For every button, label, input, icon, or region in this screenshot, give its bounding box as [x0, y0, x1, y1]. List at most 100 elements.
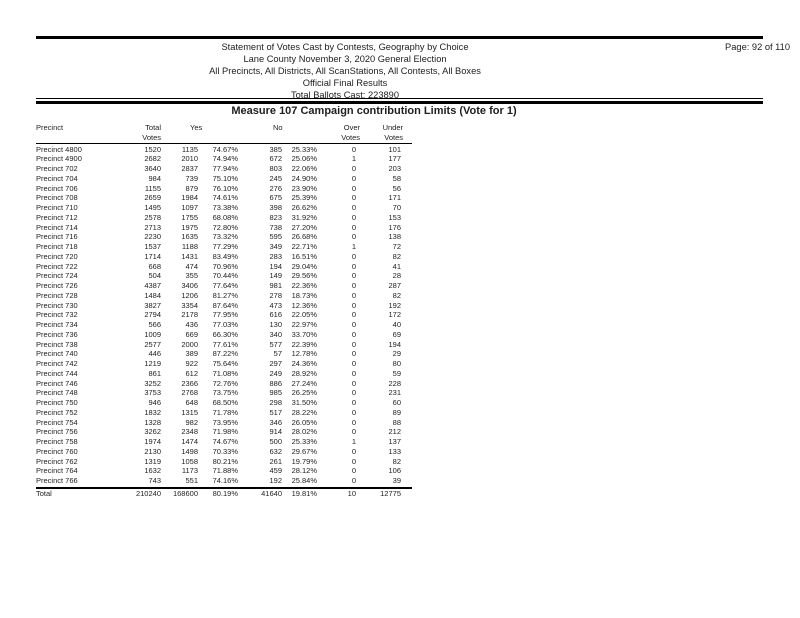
cell-no-pct: 22.71% — [291, 242, 317, 251]
cell-over-votes: 1 — [351, 242, 356, 251]
cell-yes-pct: 73.95% — [212, 417, 238, 427]
cell-total-votes: 1219 — [144, 359, 161, 368]
table-row: Precinct 740 446 389 87.22% 57 12.78% 0 29 — [36, 349, 412, 359]
cell-under-votes: 176 — [388, 222, 401, 232]
table-row: Precinct 726 4387 3406 77.64% 981 22.36% 0 287 — [36, 281, 412, 291]
cell-total-no: 41640 — [261, 489, 282, 498]
cell-yes-pct: 75.64% — [212, 359, 238, 368]
cell-no: 616 — [269, 310, 282, 320]
cell-over-votes: 0 — [351, 290, 356, 300]
cell-yes-pct: 72.76% — [212, 378, 238, 388]
cell-precinct: Precinct 710 — [36, 203, 78, 212]
cell-under-votes: 88 — [392, 417, 401, 427]
cell-no-pct: 24.36% — [291, 359, 317, 368]
cell-yes: 2178 — [181, 310, 198, 320]
cell-yes-pct: 77.03% — [212, 320, 238, 329]
table-row: Precinct 738 2577 2000 77.61% 577 22.39% 0 194 — [36, 340, 412, 350]
cell-over-votes: 0 — [351, 407, 356, 417]
cell-no: 283 — [269, 251, 282, 261]
cell-total-votes: 861 — [148, 368, 161, 378]
cell-yes: 2010 — [181, 154, 198, 164]
cell-yes: 982 — [185, 417, 198, 427]
cell-total-votes: 446 — [148, 349, 161, 359]
table-row: Precinct 732 2794 2178 77.95% 616 22.05% 0 172 — [36, 310, 412, 320]
cell-total-votes: 2794 — [144, 310, 161, 320]
cell-over-votes: 0 — [351, 329, 356, 339]
cell-precinct: Precinct 714 — [36, 222, 78, 232]
cell-yes: 355 — [185, 271, 198, 281]
cell-total-votes: 1009 — [144, 329, 161, 339]
cell-precinct: Precinct 720 — [36, 251, 78, 261]
cell-no-pct: 18.73% — [291, 290, 317, 300]
cell-precinct: Precinct 712 — [36, 212, 78, 222]
cell-under-votes: 133 — [388, 446, 401, 456]
cell-yes: 1058 — [181, 456, 198, 466]
cell-precinct: Precinct 738 — [36, 339, 78, 349]
cell-no: 981 — [269, 281, 282, 290]
cell-yes-pct: 77.95% — [212, 310, 238, 320]
cell-yes: 2837 — [181, 164, 198, 173]
cell-no-pct: 22.36% — [291, 281, 317, 290]
column-header-no: No — [273, 123, 283, 132]
top-rule — [36, 36, 763, 39]
cell-no-pct: 16.51% — [291, 251, 317, 261]
cell-yes-pct: 80.21% — [212, 456, 238, 466]
cell-total-votes: 1520 — [144, 144, 161, 154]
table-rows: Precinct 4800 1520 1135 74.67% 385 25.33% 0 101… — [36, 145, 412, 486]
cell-precinct: Precinct 708 — [36, 193, 78, 203]
cell-over-votes: 0 — [351, 456, 356, 466]
cell-over-votes: 0 — [351, 193, 356, 203]
cell-yes-pct: 74.67% — [212, 144, 238, 154]
cell-total-votes: 1714 — [144, 251, 161, 261]
cell-over-votes: 0 — [351, 261, 356, 271]
cell-no: 249 — [269, 368, 282, 378]
cell-yes: 2366 — [181, 378, 198, 388]
cell-total-no-pct: 19.81% — [291, 489, 317, 498]
cell-under-votes: 70 — [392, 203, 401, 212]
cell-over-votes: 0 — [351, 368, 356, 378]
cell-total-votes: 668 — [148, 261, 161, 271]
cell-yes-pct: 87.22% — [212, 349, 238, 359]
cell-yes: 1984 — [181, 193, 198, 203]
cell-no: 985 — [269, 388, 282, 398]
cell-total-votes: 1832 — [144, 407, 161, 417]
cell-over-votes: 0 — [351, 300, 356, 310]
cell-yes-pct: 71.88% — [212, 466, 238, 476]
column-header-total-votes: Total Votes — [142, 123, 161, 142]
cell-yes-pct: 77.64% — [212, 281, 238, 290]
cell-yes: 3406 — [181, 281, 198, 290]
cell-under-votes: 194 — [388, 339, 401, 349]
cell-under-votes: 69 — [392, 329, 401, 339]
cell-yes-pct: 87.64% — [212, 300, 238, 310]
cell-no: 473 — [269, 300, 282, 310]
table-row: Precinct 764 1632 1173 71.88% 459 28.12% 0 106 — [36, 466, 412, 476]
cell-under-votes: 82 — [392, 456, 401, 466]
cell-yes-pct: 70.96% — [212, 261, 238, 271]
cell-total-votes: 210240 — [135, 489, 161, 498]
cell-no: 675 — [269, 193, 282, 203]
cell-yes: 669 — [185, 329, 198, 339]
cell-no-pct: 25.84% — [291, 476, 317, 485]
table-row: Precinct 734 566 436 77.03% 130 22.97% 0 40 — [36, 320, 412, 330]
cell-no-pct: 26.25% — [291, 388, 317, 398]
cell-no-pct: 33.70% — [291, 329, 317, 339]
table-row: Precinct 756 3262 2348 71.98% 914 28.02% 0 212 — [36, 427, 412, 437]
cell-total-votes: 946 — [148, 398, 161, 407]
cell-under-votes: 177 — [388, 154, 401, 164]
cell-over-votes: 0 — [351, 466, 356, 476]
cell-under-votes: 101 — [388, 144, 401, 154]
cell-yes: 1635 — [181, 232, 198, 242]
cell-over-votes: 0 — [351, 281, 356, 290]
cell-yes: 1188 — [181, 242, 198, 251]
cell-no-pct: 26.68% — [291, 232, 317, 242]
cell-no-pct: 29.56% — [291, 271, 317, 281]
cell-no-pct: 31.92% — [291, 212, 317, 222]
cell-total-yes-pct: 80.19% — [212, 489, 238, 498]
cell-over-votes: 1 — [351, 154, 356, 164]
cell-over-votes: 0 — [351, 476, 356, 485]
results-table: Precinct Total Votes Yes No Over Votes U… — [36, 123, 412, 513]
cell-yes-pct: 74.16% — [212, 476, 238, 485]
cell-yes-pct: 81.27% — [212, 290, 238, 300]
cell-under-votes: 82 — [392, 251, 401, 261]
cell-under-votes: 72 — [392, 242, 401, 251]
